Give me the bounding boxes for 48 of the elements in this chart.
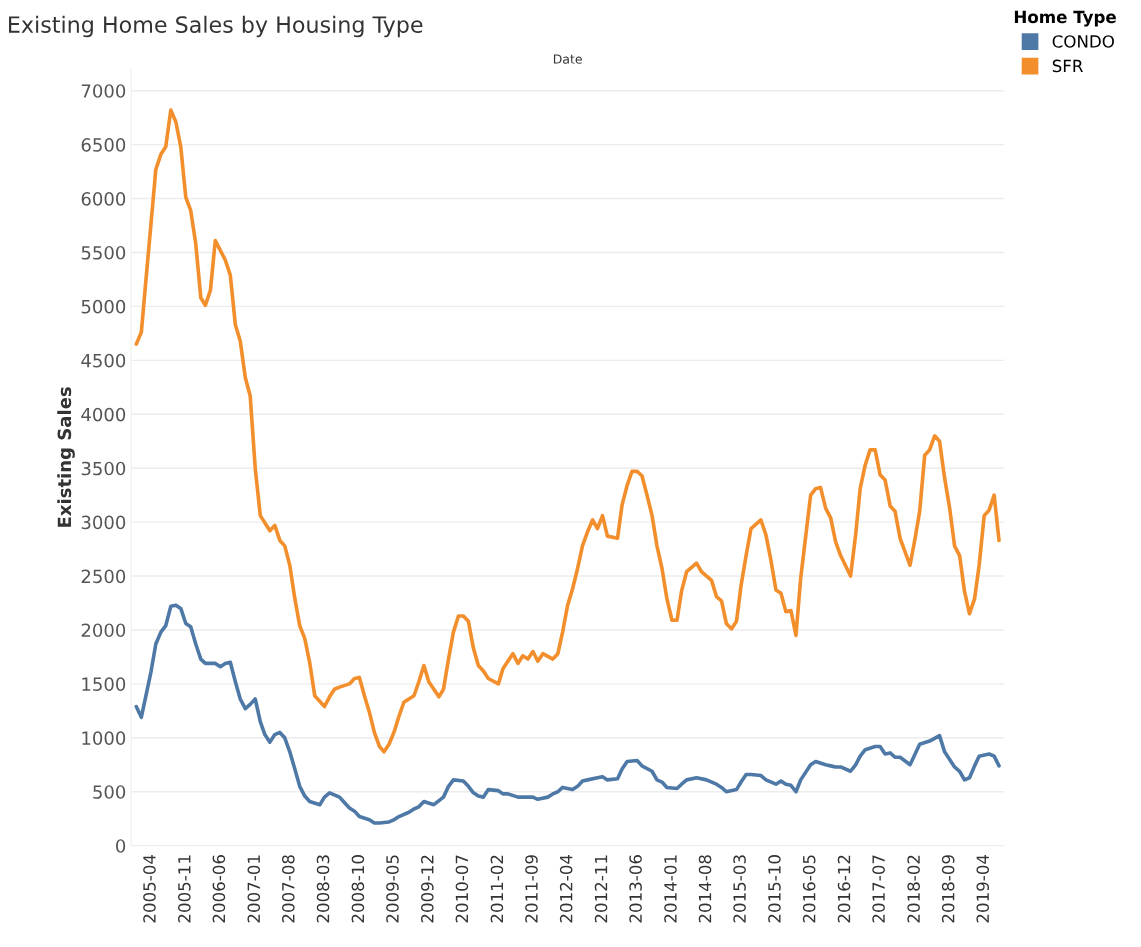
x-tick-label: 2010-07 — [455, 855, 469, 923]
x-tick-label: 2014-01 — [664, 855, 677, 923]
line-series — [134, 108, 1001, 754]
x-tick-label: 2011-09 — [525, 855, 538, 923]
x-tick-label: 2006-06 — [212, 855, 226, 923]
x-tick-label: 2005-04 — [143, 854, 156, 923]
x-tick-label: 2009-12 — [421, 855, 434, 923]
y-tick-label: 1000 — [82, 731, 126, 745]
y-tick-label: 7000 — [81, 84, 126, 98]
line-series — [134, 603, 1001, 825]
y-tick-label: 0 — [116, 839, 126, 853]
y-tick-label: 4500 — [81, 353, 126, 368]
x-tick-label: 2005-11 — [178, 855, 191, 923]
y-tick-label: 500 — [93, 785, 126, 799]
legend-label: SFR — [1052, 59, 1083, 73]
y-tick-label: 5000 — [81, 299, 126, 314]
x-axis-title: Date — [553, 54, 582, 64]
y-tick-label: 3500 — [81, 461, 126, 476]
y-tick-label: 5500 — [81, 245, 126, 260]
y-tick-label: 6500 — [81, 138, 126, 152]
x-tick-label: 2017-07 — [872, 855, 885, 923]
x-tick-label: 2007-01 — [247, 855, 261, 923]
chart-title: Existing Home Sales by Housing Type — [9, 15, 423, 38]
x-tick-label: 2014-08 — [698, 855, 712, 923]
x-tick-label: 2007-08 — [282, 855, 295, 923]
x-tick-label: 2011-02 — [490, 855, 504, 923]
x-tick-label: 2015-03 — [733, 855, 746, 923]
y-tick-label: 4000 — [81, 407, 126, 422]
y-axis-title: Existing Sales — [57, 387, 75, 527]
x-tick-label: 2012-11 — [594, 855, 608, 923]
x-tick-label: 2015-10 — [768, 855, 781, 923]
x-tick-label: 2016-05 — [802, 855, 816, 923]
x-tick-label: 2019-04 — [976, 854, 990, 923]
x-tick-label: 2013-06 — [629, 855, 642, 923]
x-tick-label: 2008-10 — [351, 855, 365, 923]
y-tick-label: 1500 — [82, 677, 126, 692]
y-tick-label: 2500 — [81, 569, 126, 584]
x-tick-label: 2018-02 — [907, 855, 920, 923]
x-tick-label: 2012-04 — [559, 854, 573, 923]
legend-title: Home Type — [1014, 10, 1116, 27]
x-tick-label: 2008-03 — [316, 855, 330, 923]
x-tick-label: 2018-09 — [941, 855, 955, 923]
x-tick-label: 2016-12 — [837, 855, 851, 923]
legend-label: CONDO — [1052, 35, 1114, 48]
y-tick-label: 3000 — [81, 515, 126, 530]
y-tick-label: 2000 — [81, 623, 126, 638]
y-tick-label: 6000 — [81, 192, 126, 206]
x-tick-label: 2009-05 — [386, 855, 399, 923]
